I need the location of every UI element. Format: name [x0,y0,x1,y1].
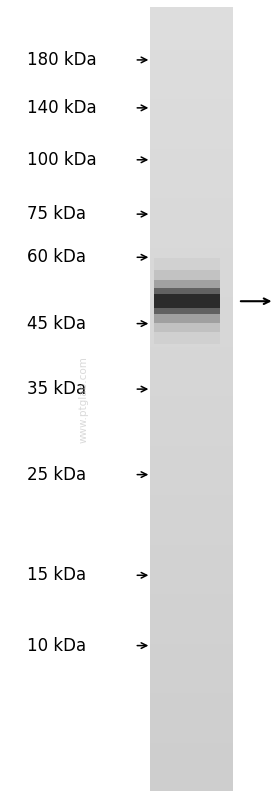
Bar [154,294,220,308]
Text: www.ptglab.com: www.ptglab.com [79,356,89,443]
Text: 25 kDa: 25 kDa [27,466,86,483]
Text: 180 kDa: 180 kDa [27,51,96,69]
Text: 100 kDa: 100 kDa [27,151,96,169]
Text: 60 kDa: 60 kDa [27,248,86,266]
Text: 15 kDa: 15 kDa [27,566,86,584]
Text: 35 kDa: 35 kDa [27,380,86,398]
Bar [154,288,220,314]
Text: 140 kDa: 140 kDa [27,99,96,117]
Text: 10 kDa: 10 kDa [27,637,86,654]
Bar [154,270,220,332]
Text: 45 kDa: 45 kDa [27,315,86,332]
Bar [154,258,220,344]
Text: 75 kDa: 75 kDa [27,205,86,223]
Bar [154,280,220,323]
